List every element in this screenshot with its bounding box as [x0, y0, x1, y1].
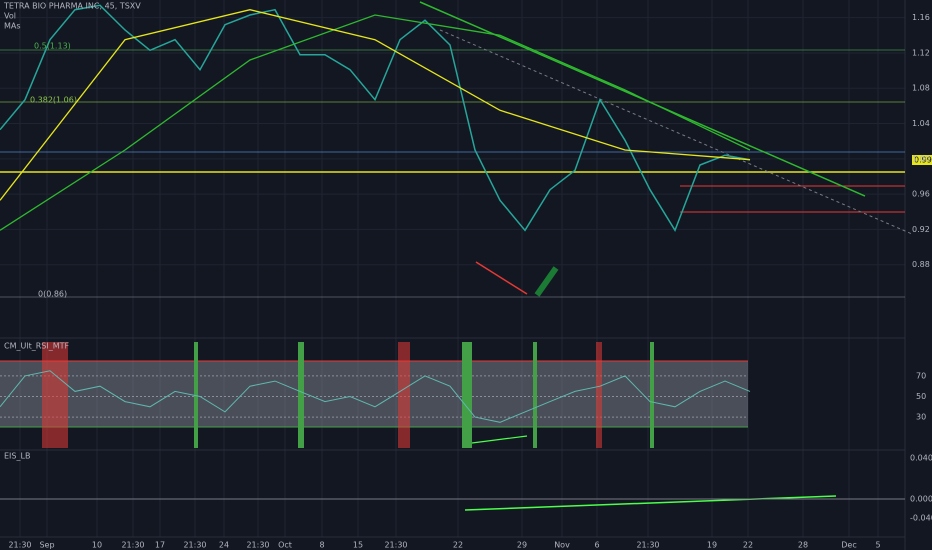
x-tick-label: 21:30 [246, 541, 269, 550]
osc-tick: 0.0000 [910, 495, 932, 504]
rsi-highlight [462, 342, 472, 448]
x-tick-label: Nov [554, 541, 570, 550]
fib-label: 0(0.86) [38, 290, 67, 299]
y-tick-label: 1.08 [912, 84, 930, 93]
fib-label: 0.382(1.06) [30, 96, 77, 105]
arrow [475, 261, 528, 295]
arrow [534, 266, 559, 297]
fib-label: 0.5(1.13) [34, 42, 71, 51]
x-tick-label: 21:30 [8, 541, 31, 550]
x-tick-label: Oct [278, 541, 292, 550]
y-tick-label: 1.16 [912, 13, 930, 22]
x-tick-label: 5 [875, 541, 880, 550]
rsi-line [0, 370, 751, 423]
x-tick-label: Dec [841, 541, 856, 550]
rsi-title: CM_Ult_RSI_MTF [4, 342, 69, 351]
osc-title: EIS_LB [4, 452, 30, 461]
price-tag: 0.99 [914, 156, 932, 165]
x-tick-label: 10 [92, 541, 102, 550]
marks [0, 4, 751, 423]
rsi-highlight [42, 342, 68, 448]
rsi-tick-label: 30 [916, 413, 926, 422]
x-tick-label: 19 [707, 541, 717, 550]
y-tick-label: 0.92 [912, 225, 930, 234]
rsi-highlight [194, 342, 198, 448]
x-tick-label: 28 [798, 541, 808, 550]
x-tick-label: 24 [219, 541, 229, 550]
x-tick-label: 6 [594, 541, 599, 550]
arrow [464, 495, 837, 511]
y-tick-label: 1.12 [912, 48, 930, 57]
x-tick-label: 17 [155, 541, 165, 550]
legend-mas: MAs [4, 22, 21, 31]
series-line [0, 9, 751, 201]
x-tick-label: 21:30 [121, 541, 144, 550]
series-line [0, 14, 751, 231]
price-tag-bg [912, 155, 932, 165]
x-tick-label: 22 [453, 541, 463, 550]
x-tick-label: 22 [743, 541, 753, 550]
rsi-highlight [596, 342, 602, 448]
x-tick-label: 8 [319, 541, 324, 550]
x-tick-label: Sep [39, 541, 54, 550]
rsi-highlight [650, 342, 654, 448]
rsi-highlight [398, 342, 410, 448]
trendline [439, 29, 913, 235]
x-tick-label: 21:30 [636, 541, 659, 550]
x-tick-label: 21:30 [183, 541, 206, 550]
rsi-highlight [298, 342, 304, 448]
rsi-tick-label: 50 [916, 392, 926, 401]
y-tick-label: 0.88 [912, 260, 930, 269]
x-tick-label: 15 [353, 541, 363, 550]
rsi-tick-label: 70 [916, 371, 926, 380]
y-tick-label: 1.00 [912, 154, 930, 163]
legend-vol: Vol [4, 12, 16, 21]
title: TETRA BIO PHARMA INC, 45, TSXV [3, 2, 141, 11]
rsi-highlight [533, 342, 537, 448]
rsi-band [0, 361, 748, 427]
x-tick-label: 21:30 [384, 541, 407, 550]
series-line [0, 4, 751, 232]
x-tick-label: 29 [517, 541, 527, 550]
arrow [471, 435, 528, 444]
y-tick-label: 0.96 [912, 190, 930, 199]
y-tick-label: 1.04 [912, 119, 930, 128]
